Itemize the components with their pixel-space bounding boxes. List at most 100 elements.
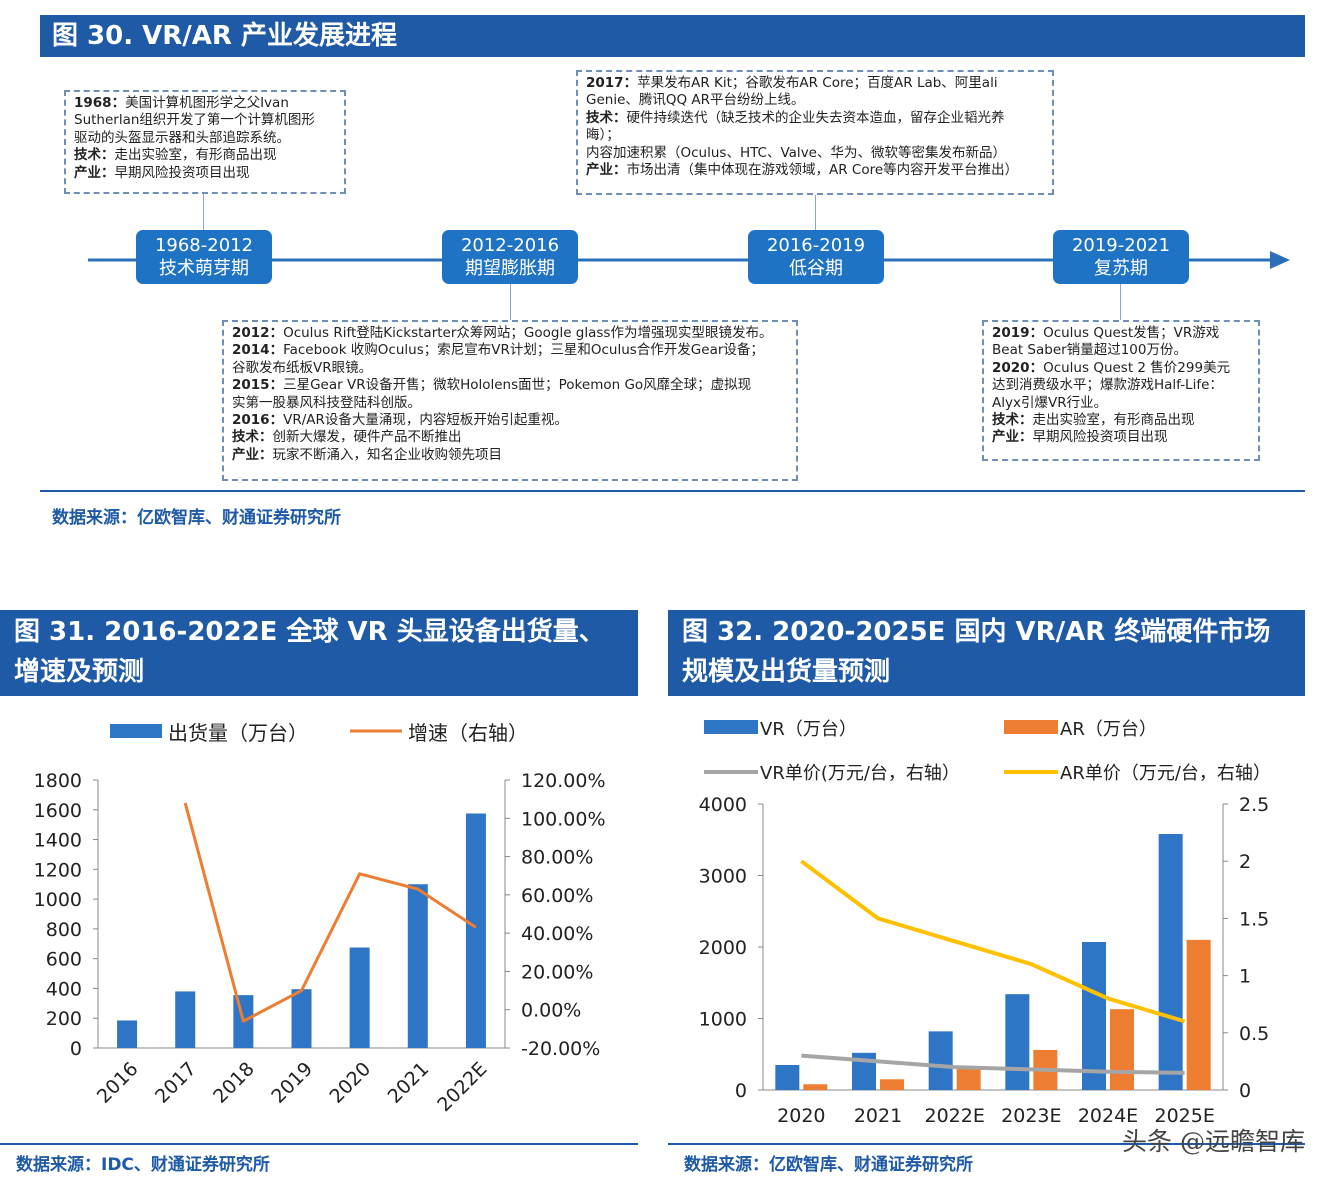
event-line: 2016：VR/AR设备大量涌现，内容短板开始引起重视。 — [232, 412, 788, 429]
event-line-label: 2019： — [992, 325, 1044, 341]
legend-vr-price-label: VR单价(万元/台，右轴） — [760, 763, 960, 784]
event-line-text: 早期风险投资项目出现 — [1032, 429, 1168, 446]
event-line-label: 2015： — [232, 377, 284, 394]
bar-ar — [1110, 1009, 1134, 1090]
event-line-label: 2020： — [992, 359, 1044, 376]
phase-name: 期望膨胀期 — [465, 258, 555, 279]
event-line: 驱动的头盔显示器和头部追踪系统。 — [74, 130, 336, 147]
event-line: Alyx引爆VR行业。 — [992, 395, 1250, 412]
connector-2019 — [1120, 284, 1121, 320]
event-line: Beat Saber销量超过100万份。 — [992, 342, 1250, 359]
connector-2017 — [815, 195, 816, 231]
bar-shipment — [349, 947, 370, 1048]
event-line-text: 走出实验室，有形商品出现 — [1032, 412, 1195, 429]
x-tick-label: 2022E — [433, 1058, 491, 1116]
event-line-label: 1968： — [74, 95, 126, 111]
fig32-title-line1: 图 32. 2020-2025E 国内 VR/AR 终端硬件市场 — [682, 617, 1271, 647]
fig31-title-line1: 图 31. 2016-2022E 全球 VR 头显设备出货量、 — [14, 617, 605, 647]
fig31-title-line2: 增速及预测 — [14, 657, 145, 687]
event-line-text: Beat Saber销量超过100万份。 — [992, 342, 1187, 359]
phase-years: 2019-2021 — [1071, 235, 1171, 256]
event-box-2017: 2017：苹果发布AR Kit；谷歌发布AR Core；百度AR Lab、阿里a… — [576, 70, 1054, 195]
legend-vr-label: VR（万台） — [760, 719, 857, 740]
bar-ar — [956, 1068, 981, 1090]
event-line: 产业：早期风险投资项目出现 — [74, 165, 336, 182]
event-line-text: 硬件持续迭代（缺乏技术的企业失去资本造血，留存企业韬光养 — [626, 109, 1005, 126]
line-vr-price — [801, 1053, 1185, 1075]
event-line: 技术：走出实验室，有形商品出现 — [992, 412, 1250, 429]
y2-tick-label: 0.00% — [521, 1000, 581, 1022]
x-tick-label: 2019 — [267, 1058, 317, 1108]
fig32-source: 数据来源：亿欧智库、财通证券研究所 — [684, 1155, 973, 1175]
event-line: 晦）； — [586, 127, 1044, 144]
bar-ar — [1186, 939, 1211, 1090]
bar-shipment — [117, 1020, 138, 1048]
fig32-title-bar: 图 32. 2020-2025E 国内 VR/AR 终端硬件市场 规模及出货量预… — [668, 610, 1305, 696]
event-line-text: 走出实验室，有形商品出现 — [114, 147, 277, 164]
phase-years: 2012-2016 — [460, 235, 560, 256]
y-tick-label: 4000 — [699, 794, 747, 816]
event-box-2019: 2019：Oculus Quest发售；VR游戏 Beat Saber销量超过10… — [982, 320, 1260, 461]
event-line: 技术：硬件持续迭代（缺乏技术的企业失去资本造血，留存企业韬光养 — [586, 110, 1044, 127]
legend-ar-label: AR（万台） — [1060, 719, 1157, 740]
event-line-text: 内容加速积累（Oculus、HTC、Valve、华为、微软等密集发布新品） — [586, 144, 1006, 161]
phase-years: 1968-2012 — [154, 235, 254, 256]
event-line: 产业：市场出清（集中体现在游戏领域，AR Core等内容开发平台推出） — [586, 162, 1044, 179]
y-tick-label: 600 — [46, 949, 82, 971]
y-tick-label: 1800 — [34, 770, 82, 792]
event-box-1968: 1968：美国计算机图形学之父Ivan Sutherlan组织开发了第一个计算机图… — [64, 90, 346, 194]
event-line-text: 三星Gear VR设备开售；微软Hololens面世；Pokemon Go风靡全… — [283, 377, 752, 394]
event-line-label: 技术： — [586, 109, 627, 126]
event-line: 谷歌发布纸板VR眼镜。 — [232, 360, 788, 377]
connector-1968 — [203, 194, 204, 232]
event-line-text: Sutherlan组织开发了第一个计算机图形 — [74, 112, 315, 129]
bar-shipment — [291, 989, 312, 1048]
event-line-label: 产业： — [232, 446, 273, 463]
y-tick-label: 200 — [46, 1008, 82, 1030]
event-line-text: VR/AR设备大量涌现，内容短板开始引起重视。 — [283, 412, 568, 429]
fig30-source: 数据来源：亿欧智库、财通证券研究所 — [52, 508, 341, 528]
event-box-2012: 2012：Oculus Rift登陆Kickstarter众筹网站；Google… — [222, 320, 798, 481]
x-tick-label: 2025E — [1154, 1105, 1214, 1127]
event-line: 实第一股暴风科技登陆科创版。 — [232, 395, 788, 412]
fig30-title: 图 30. VR/AR 产业发展进程 — [52, 21, 397, 51]
event-line-text: Facebook 收购Oculus；索尼宣布VR计划；三星和Oculus合作开发… — [283, 342, 764, 359]
event-line-text: 市场出清（集中体现在游戏领域，AR Core等内容开发平台推出） — [626, 162, 1019, 179]
line-growth — [183, 802, 477, 1023]
event-line-text: 苹果发布AR Kit；谷歌发布AR Core；百度AR Lab、阿里ali — [637, 75, 998, 91]
x-tick-label: 2020 — [325, 1058, 375, 1108]
x-tick-label: 2017 — [151, 1058, 201, 1108]
event-line-label: 2012： — [232, 325, 284, 341]
event-line-label: 技术： — [992, 412, 1033, 429]
event-line-text: 谷歌发布纸板VR眼镜。 — [232, 359, 373, 376]
event-line-text: 创新大爆发，硬件产品不断推出 — [272, 429, 462, 446]
phase-box-2: 2012-2016 期望膨胀期 — [442, 230, 578, 284]
fig31-source: 数据来源：IDC、财通证券研究所 — [16, 1155, 270, 1175]
y2-tick-label: 120.00% — [521, 770, 606, 792]
event-line: 技术：创新大爆发，硬件产品不断推出 — [232, 429, 788, 446]
x-tick-label: 2016 — [93, 1058, 143, 1108]
event-line-text: 达到消费级水平；爆款游戏Half-Life： — [992, 377, 1223, 394]
event-line: 2017：苹果发布AR Kit；谷歌发布AR Core；百度AR Lab、阿里a… — [586, 75, 1044, 92]
legend-bar-label: 出货量（万台） — [168, 721, 308, 745]
y2-tick-label: 1 — [1239, 966, 1251, 988]
y2-tick-label: 100.00% — [521, 808, 606, 830]
x-tick-label: 2020 — [777, 1105, 825, 1127]
legend-line-label: 增速（右轴） — [408, 721, 528, 745]
fig30-title-bar: 图 30. VR/AR 产业发展进程 — [40, 15, 1305, 57]
y2-tick-label: 60.00% — [521, 885, 593, 907]
bar-shipment — [175, 991, 196, 1048]
y2-tick-label: -20.00% — [521, 1038, 600, 1060]
bar-shipment — [407, 884, 428, 1048]
event-line-label: 2016： — [232, 412, 284, 429]
phase-box-4: 2019-2021 复苏期 — [1053, 230, 1189, 284]
y2-tick-label: 80.00% — [521, 847, 593, 869]
fig32-title-line2: 规模及出货量预测 — [682, 657, 891, 687]
event-line-text: 驱动的头盔显示器和头部追踪系统。 — [74, 129, 290, 146]
event-line-text: 晦）； — [586, 127, 620, 144]
event-line: 产业：早期风险投资项目出现 — [992, 429, 1250, 446]
y2-tick-label: 20.00% — [521, 961, 593, 983]
fig32-chart: VR（万台） AR（万台） VR单价(万元/台，右轴） AR单价（万元/台，右轴） 0 1… — [699, 719, 1271, 1127]
x-tick-label: 2024E — [1078, 1105, 1138, 1127]
fig32-bottom-rule — [668, 1143, 1305, 1145]
